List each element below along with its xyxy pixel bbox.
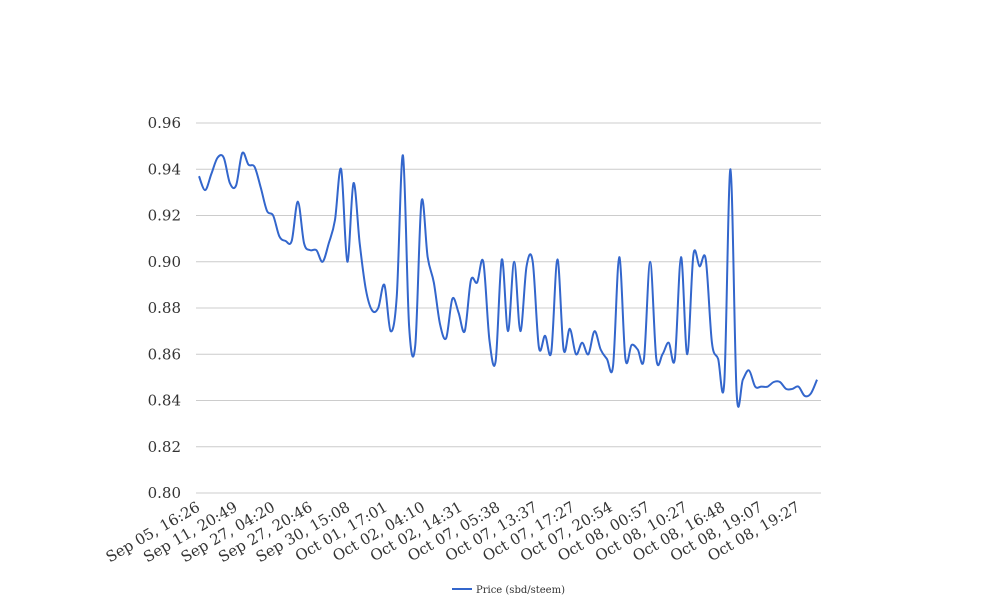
y-tick-label: 0.92 xyxy=(148,207,181,225)
y-tick-label: 0.86 xyxy=(148,345,181,363)
y-tick-label: 0.82 xyxy=(148,438,181,456)
legend[interactable]: Price (sbd/steem) xyxy=(452,585,565,596)
y-axis-tick-labels: 0.80 0.82 0.84 0.86 0.88 0.90 0.92 0.94 0.96 xyxy=(148,114,181,502)
y-tick-label: 0.94 xyxy=(148,160,181,178)
y-tick-label: 0.84 xyxy=(148,392,181,410)
legend-label: Price (sbd/steem) xyxy=(476,585,565,596)
y-tick-label: 0.80 xyxy=(148,484,181,502)
y-tick-label: 0.90 xyxy=(148,253,181,271)
y-tick-label: 0.88 xyxy=(148,299,181,317)
series-layer xyxy=(198,151,818,408)
y-tick-label: 0.96 xyxy=(148,114,181,132)
series-line-price xyxy=(198,151,818,408)
